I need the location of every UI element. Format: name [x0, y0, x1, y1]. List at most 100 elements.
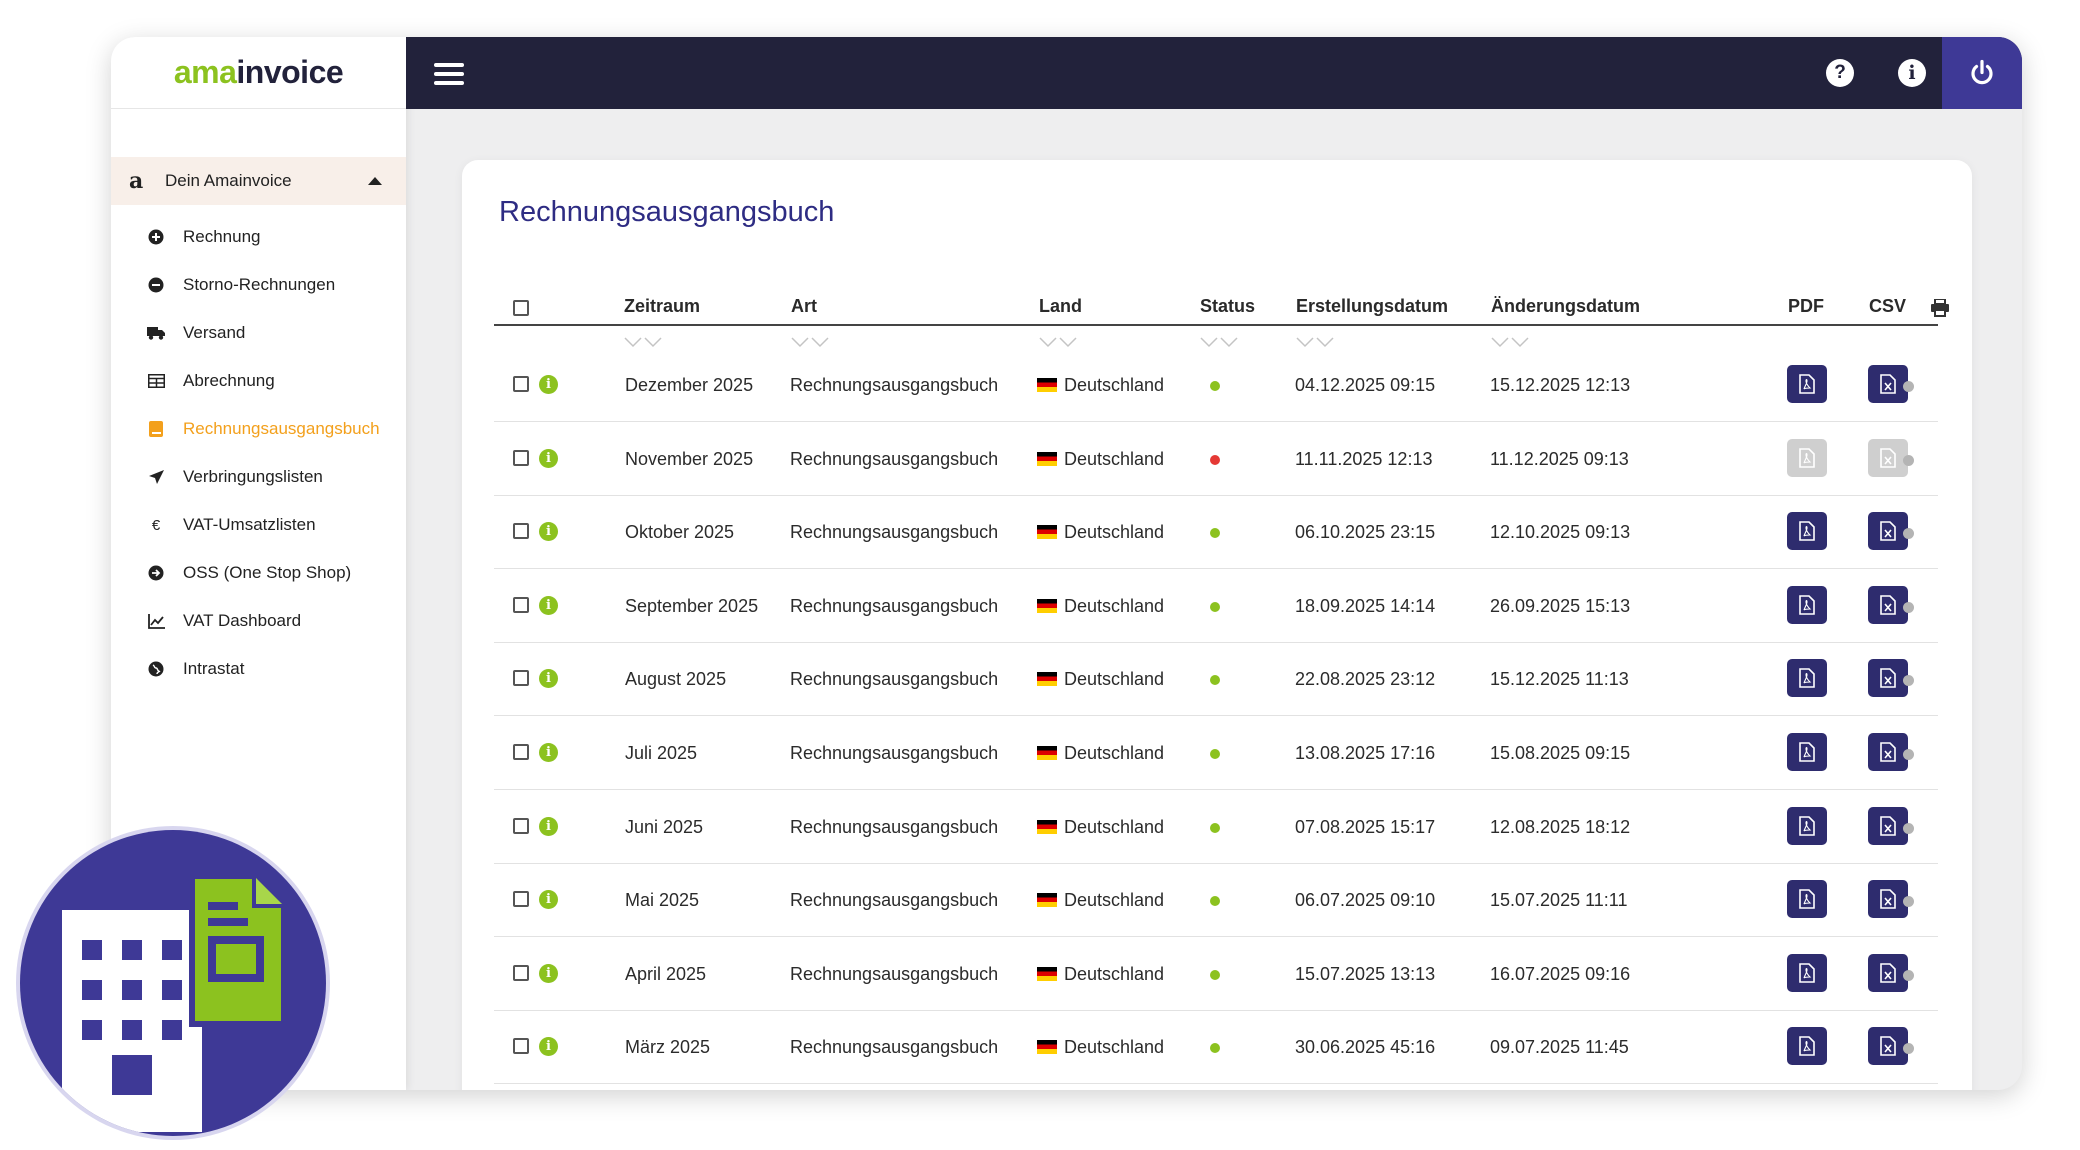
- table-row[interactable]: i November 2025 Rechnungsausgangsbuch Deuts…: [494, 422, 1938, 496]
- sidebar-group-dein-amainvoice[interactable]: a Dein Amainvoice: [111, 157, 406, 205]
- row-checkbox[interactable]: [513, 596, 529, 613]
- germany-flag-icon: [1037, 525, 1057, 540]
- select-all-checkbox[interactable]: [513, 300, 529, 316]
- row-checkbox[interactable]: [513, 523, 529, 540]
- print-status-indicator[interactable]: [1903, 601, 1914, 613]
- row-checkbox[interactable]: [513, 1038, 529, 1055]
- info-icon[interactable]: i: [539, 669, 558, 689]
- pdf-download-button[interactable]: [1787, 659, 1827, 698]
- info-icon[interactable]: i: [539, 890, 558, 910]
- row-checkbox[interactable]: [513, 817, 529, 834]
- table-row[interactable]: i Mai 2025 Rechnungsausgangsbuch Deutschlan…: [494, 863, 1938, 938]
- column-header-zeitraum[interactable]: Zeitraum: [624, 296, 701, 316]
- sort-status-icon[interactable]: [1200, 335, 1238, 349]
- print-icon[interactable]: [1930, 299, 1950, 317]
- info-icon[interactable]: i: [539, 743, 558, 762]
- cell-land: Deutschland: [1037, 964, 1164, 985]
- cell-aenderungsdatum: 15.12.2025 12:13: [1490, 375, 1631, 395]
- table-row[interactable]: i Juli 2025 Rechnungsausgangsbuch Deutschla…: [494, 716, 1938, 790]
- info-icon[interactable]: i: [1898, 59, 1926, 87]
- print-status-indicator[interactable]: [1903, 454, 1914, 466]
- status-indicator: [1210, 675, 1220, 686]
- csv-download-button[interactable]: [1868, 585, 1908, 624]
- sidebar-item-verbringungslisten[interactable]: Verbringungslisten: [111, 453, 406, 501]
- csv-download-button[interactable]: [1868, 1027, 1908, 1066]
- cell-zeitraum: März 2025: [625, 1037, 711, 1058]
- csv-icon: [1880, 1036, 1896, 1057]
- row-checkbox[interactable]: [513, 744, 529, 760]
- info-icon[interactable]: i: [539, 816, 558, 836]
- csv-download-button[interactable]: [1868, 659, 1908, 698]
- row-checkbox[interactable]: [513, 891, 529, 908]
- pdf-download-button[interactable]: [1787, 438, 1827, 477]
- sort-erstellungsdatum-icon[interactable]: [1296, 335, 1334, 349]
- print-status-indicator[interactable]: [1903, 749, 1914, 760]
- print-status-indicator[interactable]: [1903, 381, 1914, 392]
- pdf-download-button[interactable]: [1787, 365, 1827, 403]
- sidebar-item-rechnungsausgangsbuch[interactable]: Rechnungsausgangsbuch: [111, 405, 406, 453]
- pdf-download-button[interactable]: [1787, 880, 1827, 919]
- hamburger-menu-icon[interactable]: [434, 63, 464, 85]
- sidebar-item-abrechnung[interactable]: Abrechnung: [111, 357, 406, 405]
- table-row[interactable]: i Oktober 2025 Rechnungsausgangsbuch Deutsc…: [494, 495, 1938, 570]
- print-status-indicator[interactable]: [1903, 675, 1914, 687]
- column-header-art[interactable]: Art: [791, 296, 817, 316]
- sort-art-icon[interactable]: [791, 335, 829, 349]
- table-row[interactable]: i Juni 2025 Rechnungsausgangsbuch Deutschla…: [494, 790, 1938, 864]
- csv-download-button[interactable]: [1868, 880, 1908, 919]
- row-checkbox[interactable]: [513, 449, 529, 466]
- pdf-download-button[interactable]: [1787, 806, 1827, 845]
- pdf-download-button[interactable]: [1787, 733, 1827, 771]
- table-row[interactable]: i April 2025 Rechnungsausgangsbuch Deutschl…: [494, 937, 1938, 1011]
- print-status-indicator[interactable]: [1903, 528, 1914, 540]
- pdf-icon: [1799, 889, 1815, 909]
- help-icon[interactable]: ?: [1826, 59, 1854, 87]
- table-row[interactable]: i März 2025 Rechnungsausgangsbuch Deutschla…: [494, 1010, 1938, 1085]
- sidebar-item-rechnung[interactable]: Rechnung: [111, 213, 406, 261]
- info-icon[interactable]: i: [539, 448, 558, 468]
- table-row[interactable]: i September 2025 Rechnungsausgangsbuch Deut…: [494, 569, 1938, 643]
- csv-download-button[interactable]: [1868, 438, 1908, 477]
- column-header-erstellungsdatum[interactable]: Erstellungsdatum: [1296, 296, 1449, 316]
- row-checkbox[interactable]: [513, 964, 529, 981]
- print-status-indicator[interactable]: [1903, 969, 1914, 981]
- csv-download-button[interactable]: [1868, 512, 1908, 551]
- info-icon[interactable]: i: [539, 1037, 558, 1057]
- csv-download-button[interactable]: [1868, 953, 1908, 992]
- cell-aenderungsdatum: 26.09.2025 15:13: [1490, 595, 1631, 616]
- sidebar-item-oss[interactable]: OSS (One Stop Shop): [111, 549, 406, 597]
- csv-download-button[interactable]: [1868, 733, 1908, 771]
- info-icon[interactable]: i: [539, 595, 558, 615]
- print-status-indicator[interactable]: [1903, 822, 1914, 834]
- row-checkbox[interactable]: [513, 670, 529, 687]
- sidebar-item-storno-rechnungen[interactable]: Storno-Rechnungen: [111, 261, 406, 309]
- print-status-indicator[interactable]: [1903, 1043, 1914, 1055]
- pdf-download-button[interactable]: [1787, 512, 1827, 551]
- sidebar-item-versand[interactable]: Versand: [111, 309, 406, 357]
- cell-land-text: Deutschland: [1064, 743, 1165, 763]
- sort-aenderungsdatum-icon[interactable]: [1491, 335, 1529, 349]
- power-button[interactable]: [1942, 37, 2022, 109]
- row-checkbox[interactable]: [513, 376, 529, 392]
- amainvoice-logo[interactable]: ama invoice: [111, 37, 406, 109]
- info-icon[interactable]: i: [539, 963, 558, 983]
- table-row[interactable]: i Dezember 2025 Rechnungsausgangsbuch Deuts…: [494, 348, 1938, 422]
- sort-land-icon[interactable]: [1039, 335, 1077, 349]
- table-row[interactable]: i August 2025 Rechnungsausgangsbuch Deutsch…: [494, 642, 1938, 717]
- info-icon[interactable]: i: [539, 522, 558, 542]
- sidebar-item-vat-umsatzlisten[interactable]: € VAT-Umsatzlisten: [111, 501, 406, 549]
- column-header-land[interactable]: Land: [1039, 296, 1082, 316]
- pdf-download-button[interactable]: [1787, 953, 1827, 992]
- sidebar-item-vat-dashboard[interactable]: VAT Dashboard: [111, 597, 406, 645]
- pdf-download-button[interactable]: [1787, 585, 1827, 624]
- euro-icon: €: [151, 516, 161, 534]
- print-status-indicator[interactable]: [1903, 896, 1914, 908]
- column-header-status[interactable]: Status: [1200, 296, 1256, 316]
- csv-download-button[interactable]: [1868, 806, 1908, 845]
- column-header-aenderungsdatum[interactable]: Änderungsdatum: [1491, 296, 1641, 316]
- pdf-download-button[interactable]: [1787, 1027, 1827, 1066]
- info-icon[interactable]: i: [539, 375, 558, 394]
- csv-download-button[interactable]: [1868, 365, 1908, 403]
- sidebar-item-intrastat[interactable]: Intrastat: [111, 645, 406, 693]
- sort-zeitraum-icon[interactable]: [624, 335, 662, 349]
